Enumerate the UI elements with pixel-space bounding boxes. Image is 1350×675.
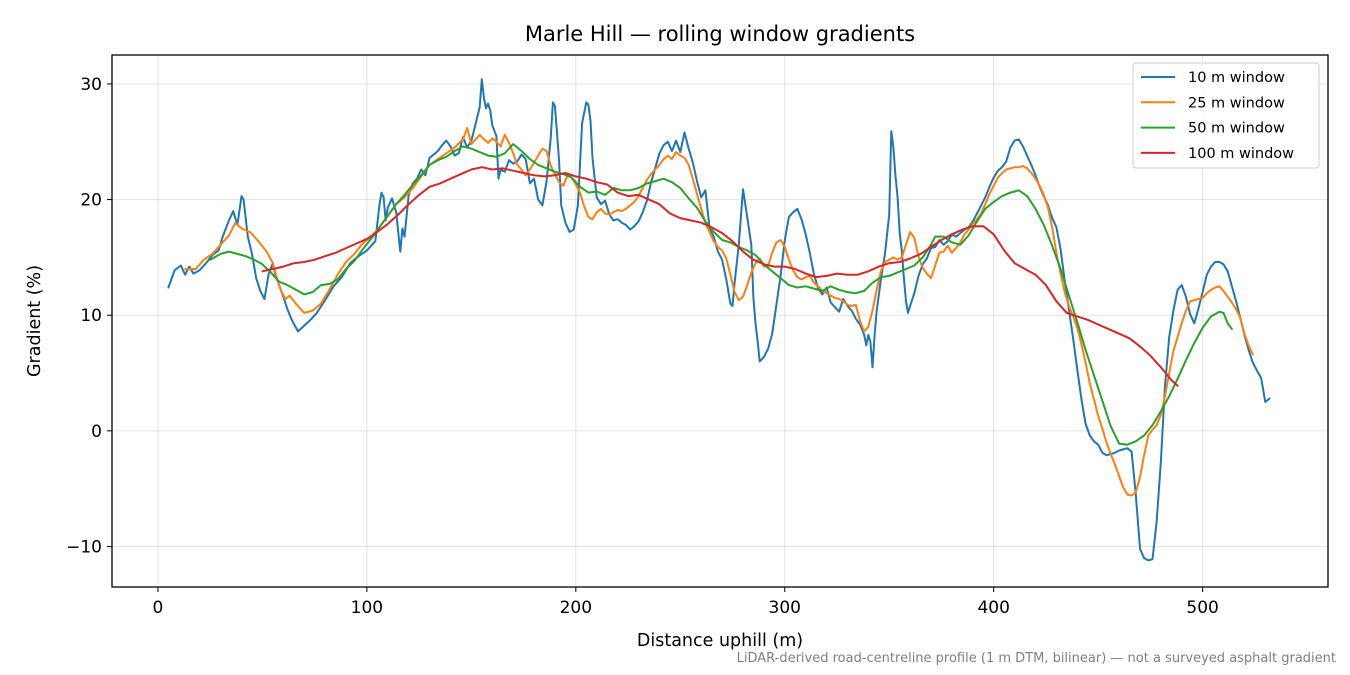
source-caption: LiDAR-derived road-centreline profile (1… [736, 651, 1336, 666]
x-tick-label: 500 [1186, 598, 1218, 618]
y-tick-label: 30 [80, 75, 102, 95]
series-line-3 [209, 143, 1233, 446]
x-axis: 0 100 200 300 400 500 [153, 587, 1219, 618]
x-axis-label: Distance uphill (m) [637, 631, 803, 651]
x-tick-label: 300 [769, 598, 801, 618]
y-tick-label: 20 [80, 191, 102, 211]
y-axis: −10 0 10 20 30 [66, 75, 112, 558]
legend-box [1132, 62, 1320, 169]
series-line-1 [167, 78, 1271, 562]
legend: 10 m window 25 m window 50 m window 100 m w… [1132, 62, 1320, 169]
y-tick-label: −10 [66, 538, 102, 558]
x-tick-label: 200 [560, 598, 592, 618]
y-axis-label: Gradient (%) [25, 265, 45, 377]
x-tick-label: 100 [351, 598, 383, 618]
legend-label-1: 10 m window [1188, 70, 1285, 86]
legend-label-3: 50 m window [1188, 121, 1285, 137]
y-tick-label: 0 [91, 422, 102, 442]
series-line-4 [261, 166, 1179, 387]
legend-label-2: 25 m window [1188, 95, 1285, 111]
x-tick-label: 0 [153, 598, 164, 618]
series-layer [167, 78, 1271, 562]
plot-frame [111, 54, 1329, 588]
chart-title: Marle Hill — rolling window gradients [525, 22, 915, 46]
legend-label-4: 100 m window [1188, 146, 1294, 162]
series-line-2 [184, 126, 1254, 497]
y-tick-label: 10 [80, 306, 102, 326]
x-tick-label: 400 [977, 598, 1009, 618]
